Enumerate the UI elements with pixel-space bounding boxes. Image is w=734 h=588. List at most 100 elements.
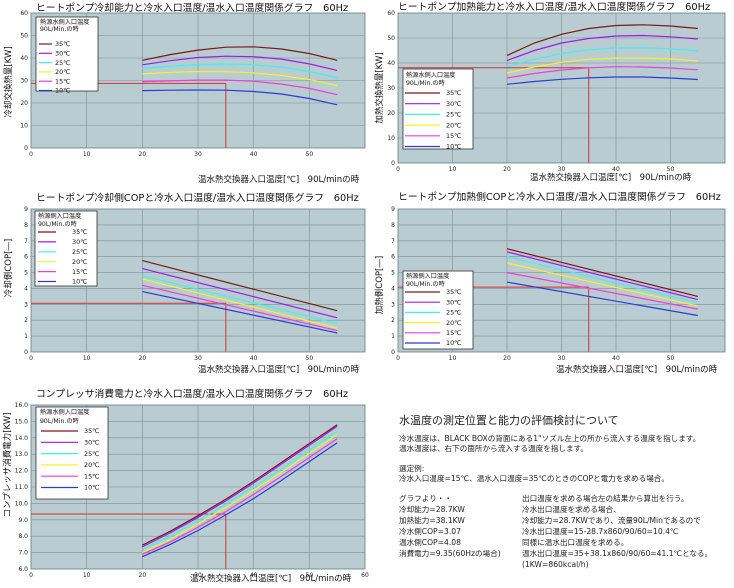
chart-title: ヒートポンプ冷却側COPと冷水入口温度/温水入口温度関係グラフ 60Hz [36,191,359,204]
notes-left-line: グラフより・・ [399,494,453,503]
y-tick-label: 10 [20,123,28,130]
series-line-35℃ [142,46,338,61]
legend-label: 25℃ [55,59,70,67]
legend-label: 30℃ [72,238,87,246]
y-tick-label: 6.0 [18,566,28,573]
legend-label: 30℃ [55,50,70,58]
y-tick-label: 40 [20,55,28,62]
x-tick-label: 0 [29,151,33,158]
x-tick-label: 20 [503,355,511,362]
y-axis-label: 冷却側COP[―] [3,239,14,297]
chart-1: 0 10 20 30 40 50 60 0 10 20 30 40 50 熱源水側入口温度90L/Min.… [3,1,366,185]
x-tick-label: 50 [306,355,314,362]
notes-left-line: 冷水側COP=3.07 [399,527,461,536]
y-tick-label: 30 [20,78,28,85]
legend-label: 10℃ [72,278,87,286]
series-line-10℃ [142,291,338,334]
series-line-25℃ [506,256,698,304]
legend-label: 30℃ [446,298,461,306]
y-tick-label: 8 [391,222,395,229]
y-tick-label: 6 [24,254,28,261]
y-tick-label: 7 [24,238,28,245]
legend-title: 熱源側入口温度 [38,212,81,220]
x-tick-label: 30 [194,572,202,579]
legend-label: 35℃ [72,228,87,236]
legend-title: 熱源水側入口温度 [40,408,90,416]
series-line-15℃ [506,272,698,310]
chart-title: ヒートポンプ加熱能力と冷水入口温度/温水入口温度関係グラフ 60Hz [398,0,710,13]
x-axis-label: 温水熱交換器入口温度[℃] 90L/minの時 [198,174,360,185]
legend-label: 25℃ [72,248,87,256]
y-tick-label: 0 [24,349,28,356]
x-tick-label: 40 [250,355,258,362]
y-tick-label: 5 [24,270,28,277]
y-tick-label: 11.0 [15,484,29,491]
legend-label: 20℃ [446,121,461,129]
x-tick-label: 40 [250,151,258,158]
chart-2: 0 10 20 30 40 50 60 0 10 20 30 40 50 熱源水側入口温度90L/Min.… [374,0,726,183]
y-tick-label: 7 [391,238,395,245]
series-line-30℃ [142,55,338,71]
legend-title: 熱源側入口温度 [406,272,449,280]
legend-subtitle: 90L/Min.の時 [406,80,445,87]
x-tick-label: 0 [29,572,33,579]
legend-label: 10℃ [446,339,461,347]
x-tick-label: 20 [503,166,511,173]
x-tick-label: 40 [612,355,620,362]
legend-label: 30℃ [446,100,461,108]
y-tick-label: 13.0 [15,451,29,458]
y-tick-label: 9.0 [18,517,28,524]
legend-label: 15℃ [84,472,99,480]
series-line-35℃ [506,248,698,297]
y-tick-label: 20 [387,110,395,117]
series-line-25℃ [142,275,338,324]
y-axis-label: コンプレッサ消費電力[KW] [2,412,13,517]
notes-right-line: 冷却能力=28.7KWであり、流量90L/Minであるので [522,516,701,525]
legend-label: 15℃ [446,132,461,140]
x-tick-label: 50 [306,151,314,158]
series-line-35℃ [142,260,338,312]
y-tick-label: 15.0 [15,418,29,425]
series-line-30℃ [142,268,338,319]
legend-label: 35℃ [55,40,70,48]
legend-subtitle: 90L/Min.の時 [40,418,79,425]
x-tick-label: 10 [83,151,91,158]
series-line-30℃ [506,251,698,301]
x-tick-label: 10 [83,572,91,579]
y-tick-label: 3 [24,301,28,308]
legend-label: 35℃ [446,89,461,97]
series-line-30℃ [142,425,338,548]
series-line-30℃ [506,34,698,62]
x-axis-label: 温水熱交換器入口温度[℃] 90L/minの時 [556,364,718,375]
x-tick-label: 10 [449,166,457,173]
legend-label: 10℃ [84,484,99,492]
x-axis-label: 温水熱交換器入口温度[℃] 90L/minの時 [198,364,360,375]
series-line-20℃ [142,434,338,554]
y-tick-label: 1 [391,333,395,340]
chart-3: 0 1 2 3 4 5 6 7 8 9 0 10 20 30 40 50 熱源側入口温度90L/Min.の時35… [3,191,366,375]
y-tick-label: 3 [391,301,395,308]
legend-label: 10℃ [446,143,461,151]
evaluation-notes: 水温度の測定位置と能力の評価検討について 冷水温度は、BLACK BOXの背面に… [399,412,734,588]
legend-subtitle: 90L/Min.の時 [406,281,445,288]
series-line-25℃ [142,430,338,550]
y-tick-label: 50 [387,35,395,42]
x-tick-label: 20 [139,572,147,579]
x-tick-label: 10 [83,355,91,362]
y-tick-label: 60 [20,10,28,17]
y-tick-label: 6 [391,254,395,261]
series-line-20℃ [142,278,338,329]
notes-left-line: 加熱能力=38.1KW [399,516,465,525]
notes-line: 冷水入口温度=15℃、温水入口温度=35℃のときのCOPと電力を求める場合。 [399,474,669,483]
legend-label: 25℃ [446,309,461,317]
x-tick-label: 30 [558,355,566,362]
legend-title: 熱源水側入口温度 [406,71,456,79]
chart-4: 0 1 2 3 4 5 6 7 8 9 0 10 20 30 40 50 熱源側入口温度90L/Min.の時35… [374,190,726,375]
notes-right-line: 冷水出口温度=15-28.7x860/90/60=10.4℃ [522,527,679,536]
y-axis-label: 加熱側COP[―] [374,256,385,314]
series-line-15℃ [142,79,338,96]
